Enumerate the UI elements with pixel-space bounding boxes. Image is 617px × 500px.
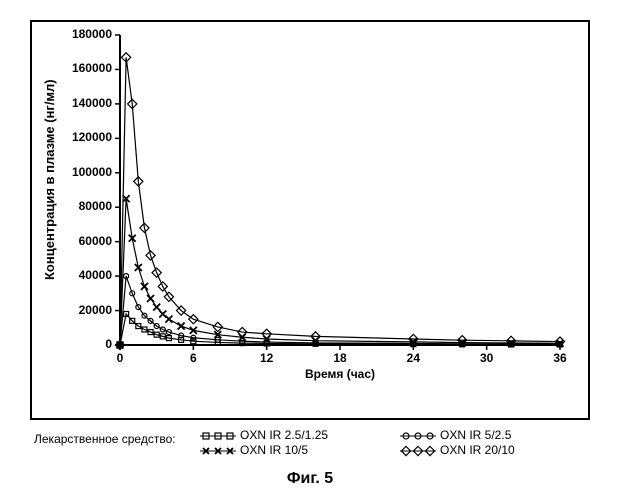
figure-label: Фиг. 5 (270, 470, 350, 488)
legend-item: OXN IR 10/5 (240, 443, 308, 457)
plot-svg (0, 0, 617, 420)
legend-title: Лекарственное средство: (34, 432, 176, 446)
legend-item: OXN IR 20/10 (440, 443, 515, 457)
legend-item: OXN IR 5/2.5 (440, 428, 511, 442)
legend-item: OXN IR 2.5/1.25 (240, 428, 328, 442)
